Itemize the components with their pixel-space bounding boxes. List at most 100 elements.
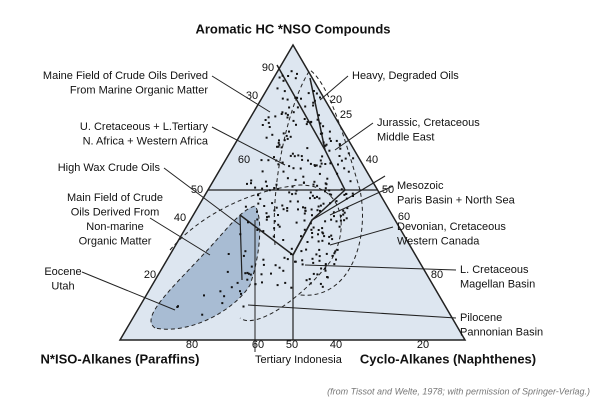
data-point	[294, 77, 297, 80]
data-point	[227, 253, 230, 255]
tick-label: 40	[174, 212, 186, 224]
data-point	[323, 235, 326, 238]
data-point	[282, 208, 285, 211]
data-point	[223, 295, 226, 298]
data-point	[276, 145, 278, 148]
data-point	[311, 232, 314, 234]
annotation: Eocene	[44, 266, 81, 278]
data-point	[318, 248, 321, 251]
data-point	[278, 225, 281, 228]
data-point	[274, 264, 277, 267]
data-point	[302, 175, 305, 178]
data-point	[244, 272, 247, 275]
data-point	[311, 257, 314, 260]
data-point	[281, 204, 284, 207]
data-point	[325, 252, 328, 255]
data-point	[272, 235, 275, 238]
data-point	[301, 259, 304, 262]
annotation: N. Africa + Western Africa	[83, 135, 209, 147]
data-point	[318, 197, 321, 200]
data-point	[328, 189, 331, 192]
data-point	[318, 259, 321, 262]
data-point	[263, 205, 266, 207]
data-point	[291, 185, 294, 188]
data-point	[286, 113, 289, 116]
data-point	[271, 202, 274, 205]
data-point	[304, 105, 307, 108]
data-point	[239, 290, 241, 293]
data-point	[333, 263, 336, 266]
data-point	[286, 98, 289, 101]
data-point	[250, 182, 252, 185]
data-point	[319, 209, 321, 212]
data-point	[261, 281, 263, 284]
data-point	[281, 111, 284, 114]
data-point	[319, 132, 322, 135]
data-point	[319, 96, 321, 99]
data-point	[315, 92, 318, 95]
data-point	[278, 139, 280, 142]
data-point	[321, 285, 324, 288]
annotation: Main Field of Crude	[67, 192, 163, 204]
data-point	[333, 215, 335, 218]
data-point	[286, 177, 289, 180]
data-point	[333, 252, 336, 255]
data-point	[342, 209, 345, 212]
data-point	[303, 228, 306, 231]
data-point	[339, 147, 342, 150]
data-point	[310, 208, 313, 211]
data-point	[312, 104, 315, 107]
data-point	[328, 130, 331, 133]
data-point	[316, 273, 319, 276]
data-point	[317, 240, 320, 243]
annotation: Mesozoic	[397, 180, 444, 192]
data-point	[265, 185, 268, 188]
data-point	[305, 123, 308, 126]
tick-label: 80	[431, 269, 443, 281]
data-point	[259, 197, 262, 200]
data-point	[262, 263, 265, 266]
data-point	[343, 167, 346, 170]
data-point	[320, 267, 323, 270]
data-point	[324, 163, 327, 165]
data-point	[256, 229, 259, 231]
data-point	[328, 149, 331, 152]
boundary	[309, 77, 326, 151]
annotation: Non-marine	[86, 221, 143, 233]
data-point	[286, 116, 289, 119]
data-point	[337, 163, 339, 166]
data-point	[347, 170, 350, 173]
leader-line	[149, 217, 211, 256]
data-point	[273, 227, 276, 230]
leader-line	[211, 75, 271, 113]
data-point	[277, 223, 280, 226]
data-point	[306, 241, 309, 243]
data-point	[177, 305, 179, 308]
data-point	[246, 278, 249, 281]
data-point	[315, 253, 318, 256]
data-point	[291, 193, 294, 196]
data-point	[256, 210, 258, 213]
data-point	[321, 231, 324, 234]
data-point	[294, 178, 297, 181]
data-point	[244, 250, 247, 253]
data-point	[292, 111, 295, 114]
annotation: Jurassic, Cretaceous	[377, 117, 480, 129]
data-point	[352, 157, 355, 160]
annotation: U. Cretaceous + L.Tertiary	[80, 121, 209, 133]
data-point	[257, 202, 260, 205]
data-point	[221, 302, 224, 305]
annotation: Devonian, Cretaceous	[397, 221, 506, 233]
data-point	[313, 164, 316, 167]
data-point	[312, 272, 315, 275]
data-point	[296, 106, 299, 109]
data-point	[313, 197, 316, 199]
tick-label: 60	[252, 339, 264, 351]
data-point	[313, 180, 316, 183]
annotation: Heavy, Degraded Oils	[352, 70, 459, 82]
data-point	[309, 162, 312, 165]
tick-label: 40	[366, 154, 378, 166]
data-point	[287, 75, 290, 77]
data-point	[311, 236, 314, 239]
data-point	[288, 165, 291, 168]
